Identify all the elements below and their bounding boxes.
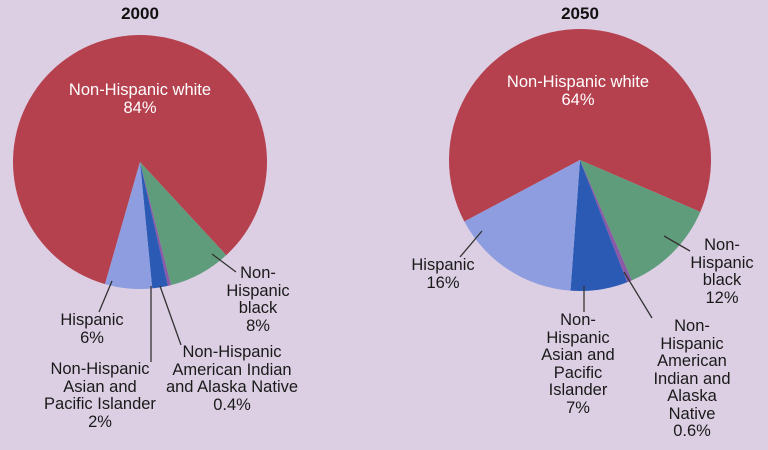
slice-name: Non-Hispanic American Indian and Alaska …	[165, 343, 299, 396]
chart-title: 2050	[561, 4, 599, 23]
slice-label: Non-Hispanic white 84%	[65, 81, 215, 117]
leader-line	[623, 271, 653, 319]
slice-percent: 7%	[566, 398, 590, 417]
slice-label: Non-Hispanic black 8%	[218, 264, 298, 335]
slice-percent: 64%	[561, 90, 595, 109]
pie-slice	[140, 162, 168, 289]
slice-percent: 8%	[246, 316, 270, 335]
slice-name: Non-Hispanic black	[226, 264, 290, 317]
slice-label: Non-Hispanic white 64%	[503, 73, 653, 109]
leader-line	[98, 280, 113, 313]
slice-label: Non-Hispanic black 12%	[682, 236, 762, 307]
leader-line	[159, 285, 182, 346]
slice-label: Non-Hispanic Asian and Pacific Islander 2…	[38, 360, 163, 431]
pie-slice	[140, 162, 227, 286]
pie-slice	[580, 160, 701, 281]
slice-name: Hispanic	[60, 311, 124, 329]
slice-name: Non-Hispanic black	[690, 236, 754, 289]
leader-line	[211, 253, 237, 273]
pie-slice	[570, 160, 628, 291]
pie-slice	[140, 162, 171, 286]
pie-slice	[12, 34, 267, 285]
slice-percent: 0.6%	[673, 422, 711, 440]
chart-title: 2000	[121, 4, 159, 23]
slice-name: Hispanic	[411, 256, 475, 274]
slice-percent: 0.4%	[213, 395, 251, 414]
slice-name: Non-Hispanic Asian and Pacific Islander	[541, 311, 615, 399]
leader-line	[459, 230, 483, 258]
pie-slice	[448, 29, 711, 222]
slice-percent: 84%	[123, 98, 157, 117]
slice-name: Non-Hispanic American Indian and Alaska …	[653, 317, 731, 423]
slice-percent: 12%	[705, 288, 739, 307]
slice-percent: 6%	[80, 328, 104, 347]
pie-slice	[464, 160, 580, 291]
slice-percent: 2%	[88, 412, 112, 431]
slice-name: Non-Hispanic white	[68, 81, 212, 99]
slice-label: Non-Hispanic American Indian and Alaska …	[165, 343, 300, 414]
slice-label: Non-Hispanic American Indian and Alaska …	[646, 317, 738, 441]
leader-line	[663, 235, 691, 252]
pie-slice	[580, 160, 632, 283]
slice-label: Hispanic 16%	[398, 256, 488, 292]
slice-label: Hispanic 6%	[47, 311, 137, 347]
slice-name: Non-Hispanic Asian and Pacific Islander	[44, 360, 156, 413]
slice-percent: 16%	[426, 273, 460, 292]
slice-name: Non-Hispanic white	[506, 73, 650, 91]
pie-slice	[104, 162, 153, 289]
slice-label: Non-Hispanic Asian and Pacific Islander 7…	[532, 311, 624, 417]
